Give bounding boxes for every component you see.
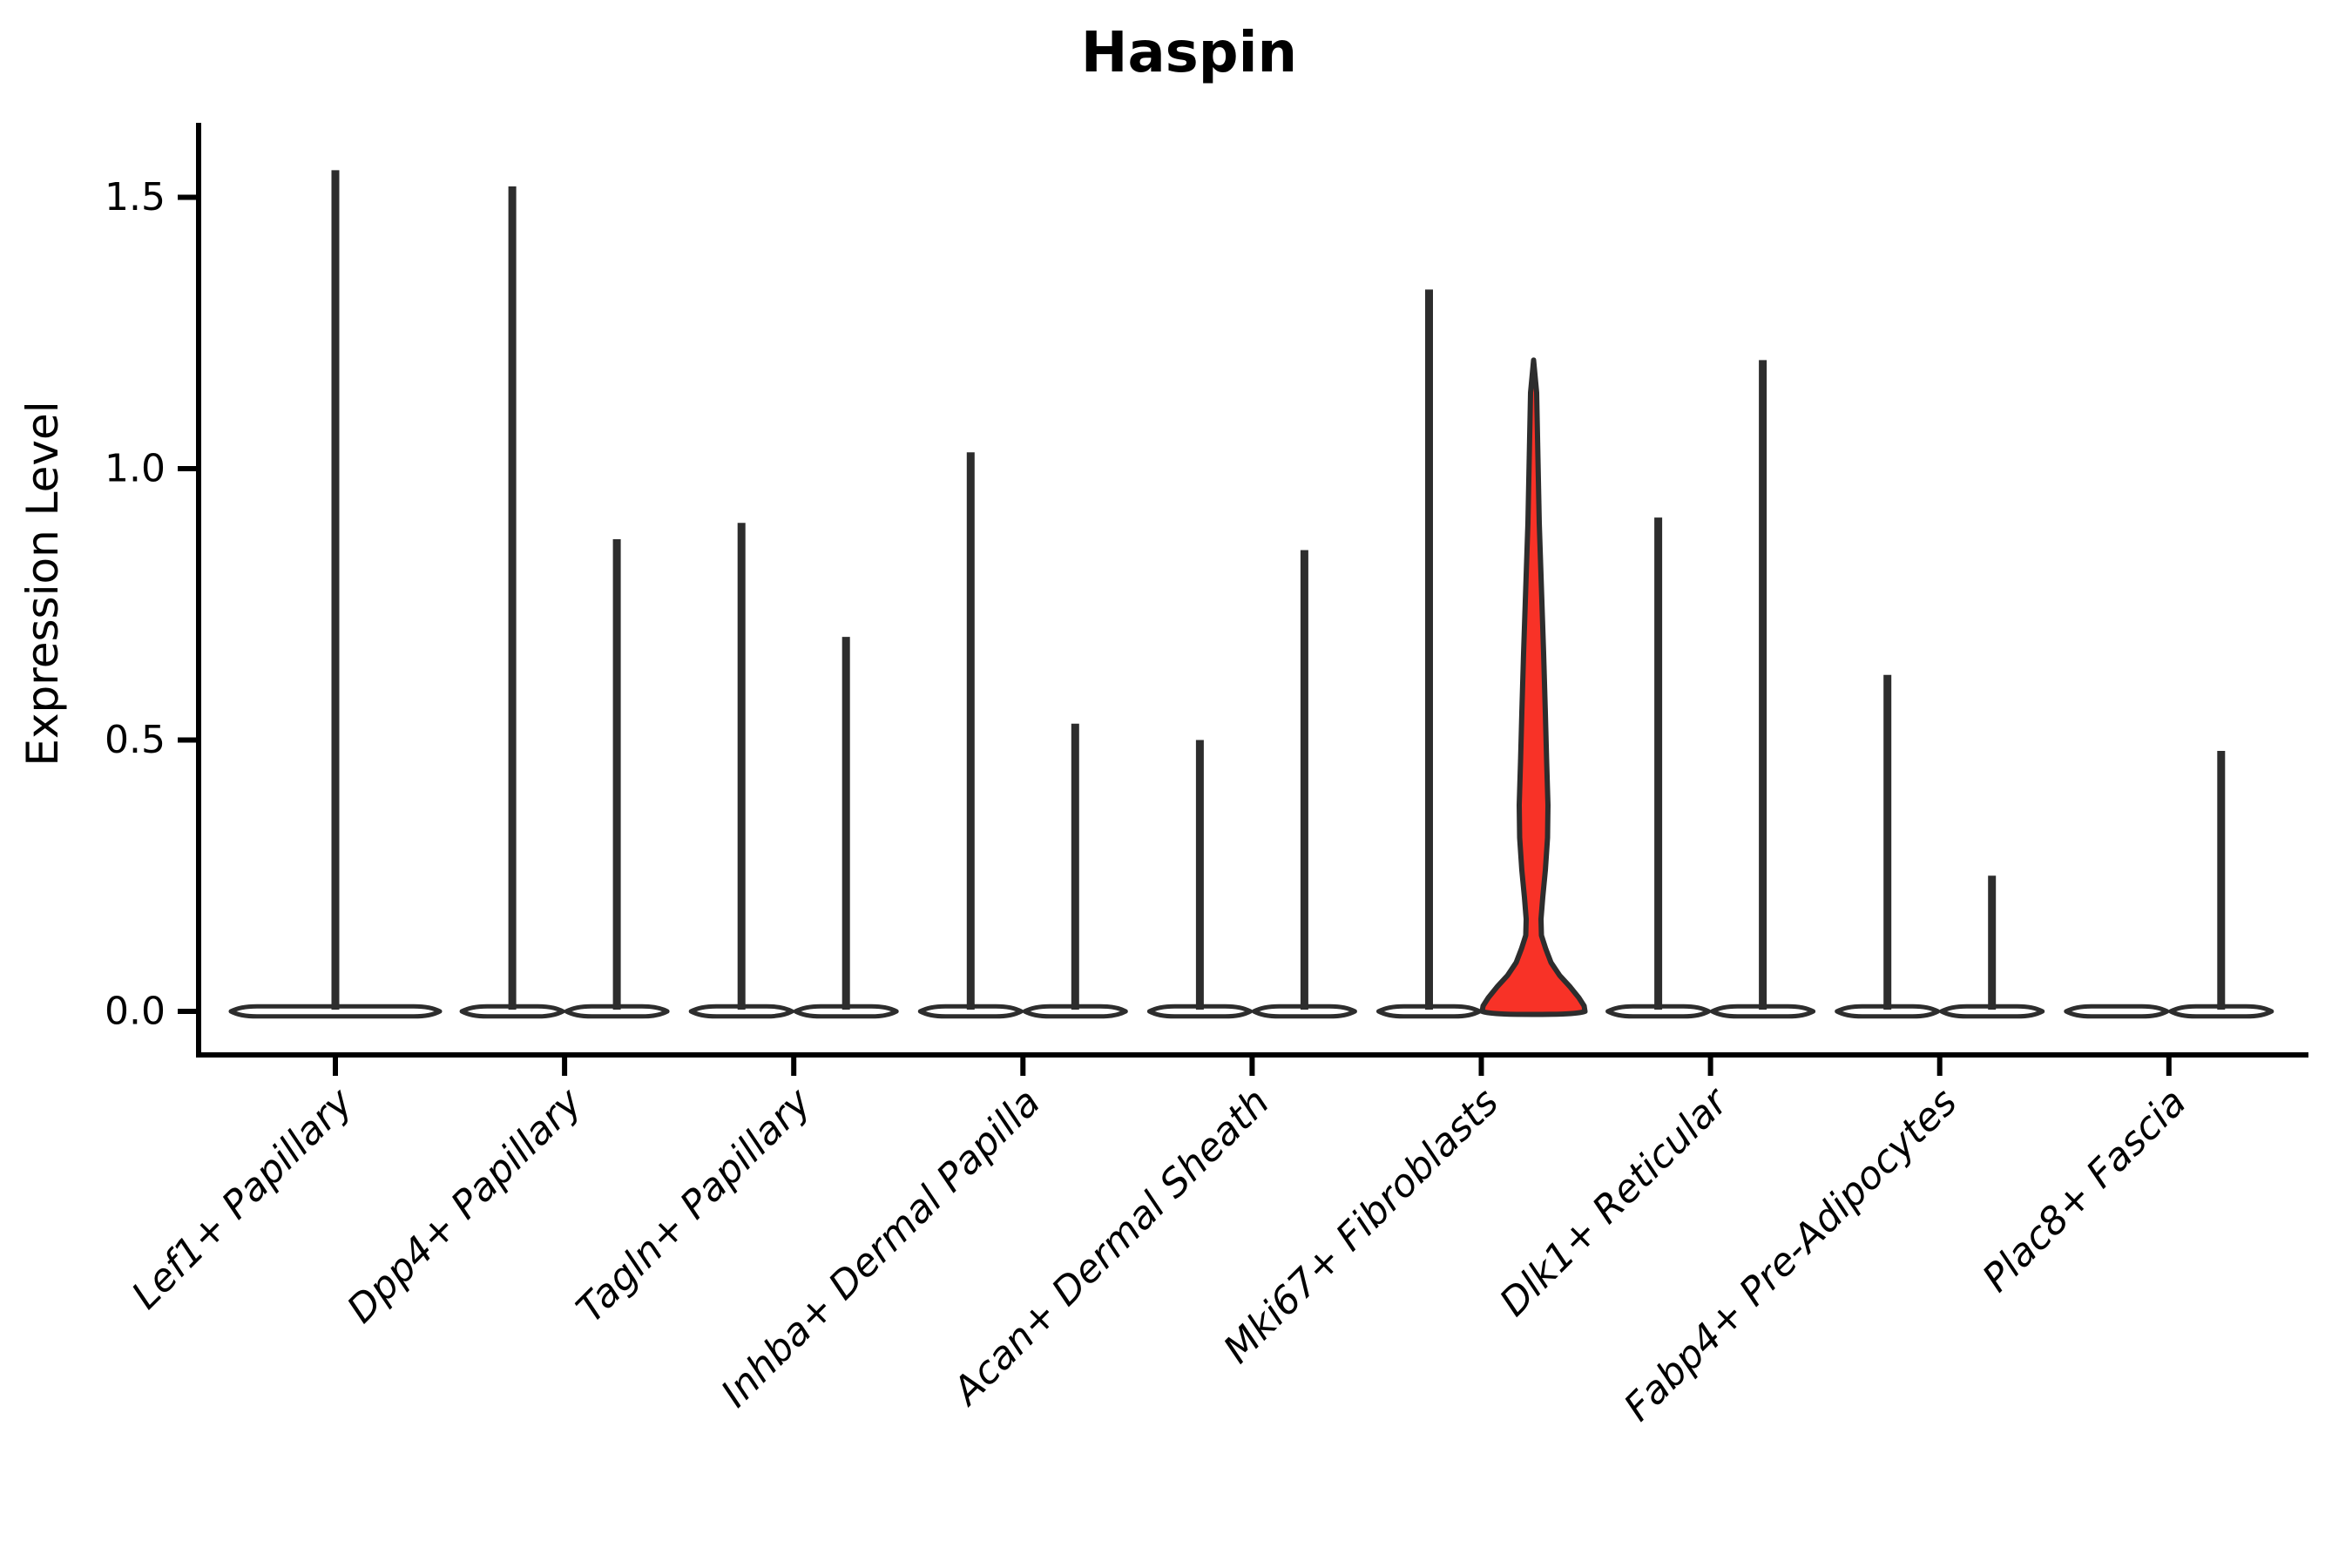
y-axis-label: Expression Level (17, 401, 68, 766)
x-tick-label: Dlk1+ Reticular (1491, 1078, 1738, 1325)
violin-base (1251, 1004, 1357, 1019)
violin-base (2064, 1004, 2170, 1019)
violin-base (564, 1004, 670, 1019)
violin-layer (228, 170, 2274, 1019)
highlighted-violin (1479, 357, 1588, 1017)
y-tick-label: 0.0 (105, 990, 166, 1034)
violin-base (1835, 1004, 1941, 1019)
x-tick-label: Dpp4+ Papillary (339, 1079, 591, 1332)
violin-base (459, 1004, 565, 1019)
violin-base (917, 1004, 1024, 1019)
x-tick-label: Plac8+ Fascia (1974, 1080, 2194, 1301)
axes-layer (178, 123, 2308, 1076)
violin-base (793, 1004, 899, 1019)
y-tick-label: 0.5 (105, 718, 166, 762)
violin-base (2168, 1004, 2274, 1019)
plot-title: Haspin (1081, 21, 1297, 85)
y-tick-label: 1.5 (105, 175, 166, 220)
x-tick-label: Tagln+ Papillary (568, 1079, 820, 1331)
violin-base (1022, 1004, 1128, 1019)
violin-base (1939, 1004, 2045, 1019)
violin-base (228, 1004, 443, 1019)
violin-base (1710, 1004, 1816, 1019)
violin-base (1605, 1004, 1712, 1019)
violin-base (688, 1004, 794, 1019)
violin-base (1146, 1004, 1253, 1019)
x-tick-label: Lef1+ Papillary (124, 1079, 362, 1318)
y-tick-label: 1.0 (105, 447, 166, 491)
